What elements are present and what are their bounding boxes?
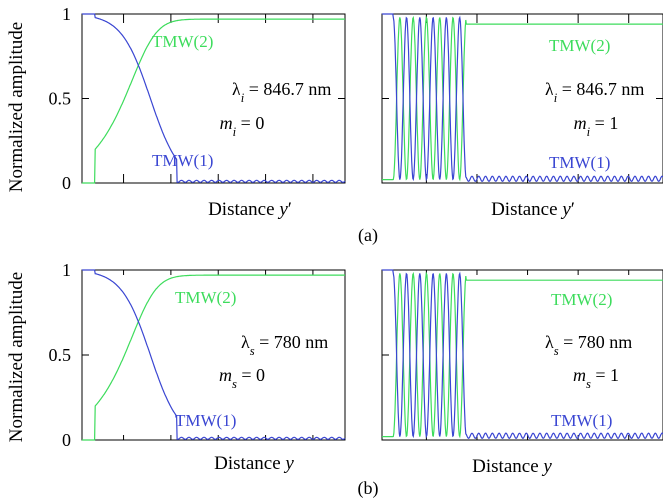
x-axis-label: Distance y′: [491, 199, 575, 220]
chart-panel-3: 0 0.5 1 TMW(2) TMW(1) λs = 780 nm ms = 0 Distan…: [49, 260, 346, 474]
wavelength-annotation: λi = 846.7 nm: [232, 79, 331, 105]
y-tick-label: 0: [62, 430, 71, 450]
chart-panel-1: 0 0.5 1 TMW(2) TMW(1) λi = 846.7 nm mi = 0 Dist…: [49, 4, 346, 220]
x-axis-label: Distance y′: [208, 199, 292, 220]
y-tick-label: 0: [62, 173, 71, 193]
series-line-tmw1: [82, 269, 346, 440]
series-line-tmw1: [82, 13, 346, 183]
y-tick-label: 0.5: [49, 89, 72, 109]
series-line-tmw1: [382, 13, 663, 183]
chart-panel-2: TMW(2) TMW(1) λi = 846.7 nm mi = 1 Distance …: [381, 13, 663, 220]
series-line-tmw2: [382, 271, 663, 439]
series-label-tmw1: TMW(1): [175, 411, 236, 430]
series-label-tmw2: TMW(2): [175, 288, 236, 307]
series-line-tmw1: [382, 269, 663, 440]
series-label-tmw1: TMW(1): [551, 411, 612, 430]
wavelength-annotation: λi = 846.7 nm: [545, 79, 644, 105]
series-label-tmw2: TMW(2): [551, 290, 612, 309]
series-label-tmw2: TMW(2): [549, 36, 610, 55]
panel-label-b: (b): [358, 478, 379, 499]
series-line-tmw2: [382, 15, 663, 182]
y-axis-label-bottom: Normalized amplitude: [6, 272, 27, 442]
series-line-tmw2: [82, 274, 345, 441]
chart-panels: 0 0.5 1 TMW(2) TMW(1) λi = 846.7 nm mi = 0 Dist…: [49, 4, 663, 477]
plot-frame: [381, 269, 663, 441]
y-tick-label: 1: [62, 4, 71, 24]
y-tick-label: 1: [62, 260, 71, 280]
mode-annotation: ms = 1: [573, 365, 619, 391]
series-label-tmw1: TMW(1): [549, 153, 610, 172]
x-axis-label: Distance y: [472, 456, 552, 477]
y-tick-label: 0.5: [49, 345, 72, 365]
y-axis-label-top: Normalized amplitude: [6, 22, 27, 192]
mode-annotation: mi = 0: [220, 113, 265, 139]
chart-panel-4: TMW(2) TMW(1) λs = 780 nm ms = 1 Distance y: [381, 269, 663, 477]
series-line-tmw2: [82, 18, 345, 184]
series-label-tmw2: TMW(2): [152, 32, 213, 51]
panel-label-a: (a): [358, 225, 378, 246]
x-axis-label: Distance y: [214, 453, 294, 474]
wavelength-annotation: λs = 780 nm: [241, 332, 328, 358]
wavelength-annotation: λs = 780 nm: [545, 332, 632, 358]
series-label-tmw1: TMW(1): [152, 151, 213, 170]
mode-annotation: ms = 0: [219, 365, 265, 391]
mode-annotation: mi = 1: [574, 113, 619, 139]
